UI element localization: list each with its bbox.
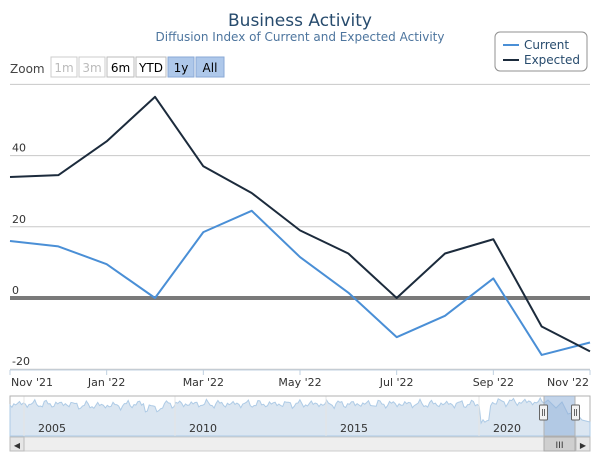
zoom-button-6m[interactable]: 6m xyxy=(106,56,135,78)
x-tick-label: Nov '22 xyxy=(547,376,589,389)
navigator-series-area xyxy=(9,396,591,437)
series-line-current xyxy=(9,209,591,356)
x-tick-label: Jan '22 xyxy=(87,376,125,389)
zoom-selector: Zoom 1m 3m 6m YTD 1y All xyxy=(10,56,225,78)
zoom-button-1y[interactable]: 1y xyxy=(167,56,195,78)
chart-title: Business Activity xyxy=(228,11,372,31)
x-tick-label: Nov '21 xyxy=(11,376,53,389)
scrollbar-thumb[interactable] xyxy=(543,436,576,452)
scrollbar-right-button[interactable] xyxy=(575,436,591,452)
zoom-button-label: YTD xyxy=(138,61,163,75)
x-tick-label: Jul '22 xyxy=(379,376,414,389)
navigator-tick-label: 2020 xyxy=(493,422,521,435)
navigator[interactable]: 2005 2010 2015 2020 xyxy=(9,395,591,437)
y-axis-ticks: -20 0 20 40 xyxy=(12,142,30,369)
scroll-left-icon: ◀ xyxy=(14,441,21,450)
legend-label: Current xyxy=(524,38,569,52)
zoom-button-all[interactable]: All xyxy=(195,56,225,78)
legend-label: Expected xyxy=(524,53,580,67)
zoom-button-1m[interactable]: 1m xyxy=(50,56,78,78)
zoom-button-label: 1y xyxy=(174,61,189,75)
scrollbar[interactable]: ◀ ▶ III xyxy=(9,436,591,452)
navigator-tick-label: 2010 xyxy=(189,422,217,435)
x-tick-label: Sep '22 xyxy=(473,376,514,389)
legend-box xyxy=(494,31,588,72)
scrollbar-grip-icon: III xyxy=(556,441,564,451)
zoom-button-label: 3m xyxy=(82,61,101,75)
navigator-tick-label: 2005 xyxy=(38,422,66,435)
navigator-selected-range[interactable] xyxy=(544,396,575,436)
grid xyxy=(10,83,590,370)
navigator-outline xyxy=(10,395,590,437)
zoom-button-label: All xyxy=(203,61,218,75)
series-line-expected xyxy=(9,95,591,353)
zoom-button-label: 1m xyxy=(54,61,73,75)
x-tick-label: May '22 xyxy=(278,376,321,389)
navigator-handle-left[interactable] xyxy=(539,404,548,421)
zoom-button-3m[interactable]: 3m xyxy=(78,56,106,78)
scrollbar-track[interactable] xyxy=(9,436,591,452)
legend-item-current[interactable]: Current xyxy=(503,38,569,52)
y-tick-label: 0 xyxy=(12,284,19,297)
navigator-handle-right[interactable] xyxy=(571,404,580,421)
chart-subtitle: Diffusion Index of Current and Expected … xyxy=(156,30,445,44)
legend-item-expected[interactable]: Expected xyxy=(503,53,580,67)
zoom-label: Zoom xyxy=(10,62,45,76)
x-axis: Nov '21 Jan '22 Mar '22 May '22 Jul '22 Sep '… xyxy=(9,369,591,389)
scrollbar-left-button[interactable] xyxy=(9,436,25,452)
series-lines xyxy=(9,95,591,356)
zoom-button-label: 6m xyxy=(111,61,130,75)
navigator-tick-label: 2015 xyxy=(340,422,368,435)
y-tick-label: 40 xyxy=(12,142,26,155)
zoom-button-ytd[interactable]: YTD xyxy=(135,56,167,78)
y-tick-label: -20 xyxy=(12,355,30,368)
y-tick-label: 20 xyxy=(12,213,26,226)
scroll-right-icon: ▶ xyxy=(580,441,587,450)
x-tick-label: Mar '22 xyxy=(183,376,224,389)
